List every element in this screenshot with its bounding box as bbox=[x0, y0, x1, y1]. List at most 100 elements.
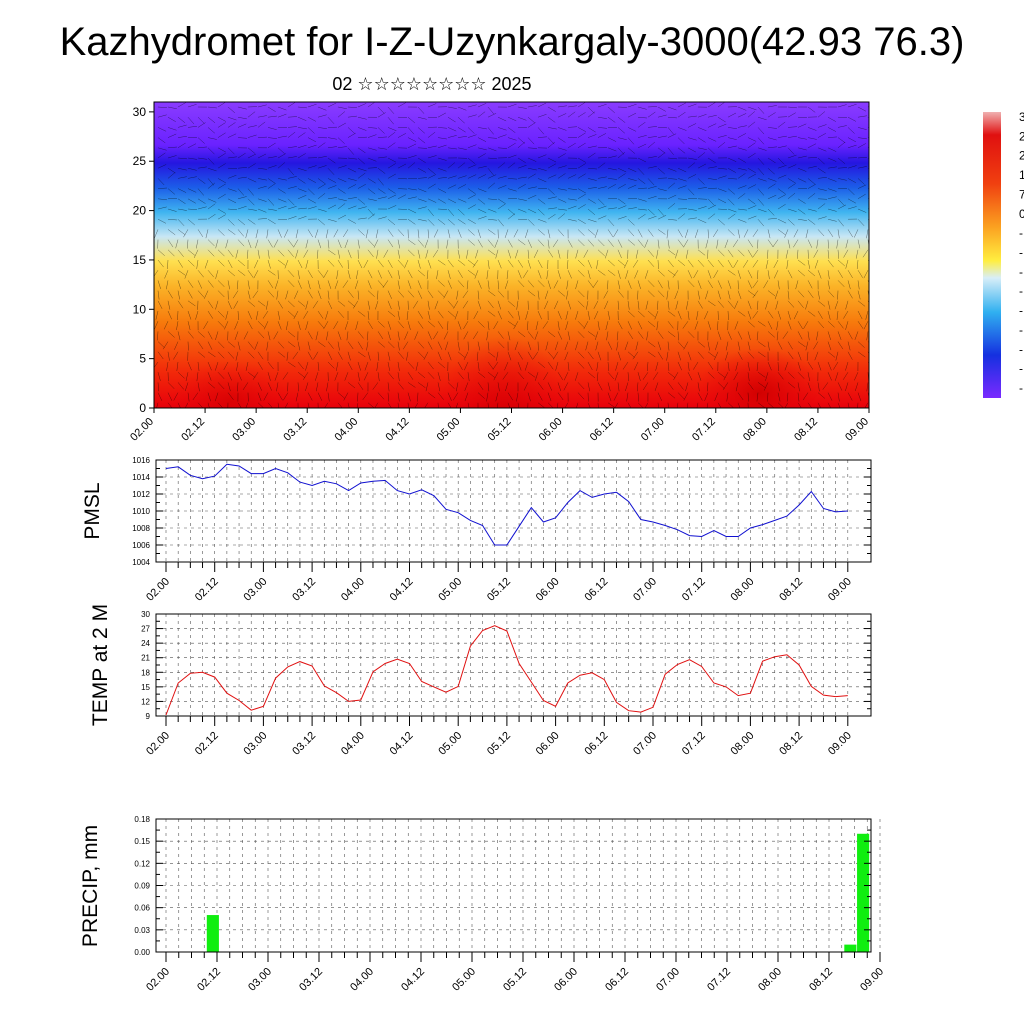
x-tick-label: 02.00 bbox=[128, 416, 156, 444]
precip-bars bbox=[206, 833, 870, 952]
temp-y-label: TEMP at 2 M bbox=[89, 604, 112, 726]
x-tick-label: 04.00 bbox=[332, 416, 360, 444]
cross-section-panel: 0 5 10 15 20 25 30 02.00 02.12 03.00 03.12 04.00 04… bbox=[128, 101, 871, 444]
chart-subtitle: 02 ☆☆☆☆☆☆☆☆ 2025 bbox=[332, 74, 532, 94]
x-tick-label: 05.12 bbox=[485, 576, 513, 604]
pmsl-line bbox=[165, 463, 848, 546]
x-tick-label: 06.00 bbox=[552, 966, 580, 994]
precip-bar bbox=[857, 833, 870, 952]
pmsl-panel: 1016 1014 1012 1010 1008 1006 1004 02.00 02.12 03… bbox=[81, 456, 872, 604]
colorbar-tick-label: - bbox=[1019, 323, 1023, 337]
x-tick-label: 08.00 bbox=[729, 576, 757, 604]
heatmap-x-axis: 02.00 02.12 03.00 03.12 04.00 04.12 05.00 05.12… bbox=[128, 408, 871, 444]
colorbar-tick-label: - bbox=[1019, 246, 1023, 260]
colorbar-tick-label: - bbox=[1019, 342, 1023, 356]
x-tick-label: 04.12 bbox=[388, 730, 416, 758]
y-tick-label: 1014 bbox=[132, 473, 150, 482]
colorbar-tick-label: - bbox=[1019, 304, 1023, 318]
wind-barbs bbox=[154, 102, 869, 408]
x-tick-label: 09.00 bbox=[826, 576, 854, 604]
x-tick-label: 06.00 bbox=[537, 416, 565, 444]
y-tick-label: 1006 bbox=[132, 541, 150, 550]
y-tick-label: 15 bbox=[133, 253, 147, 267]
x-tick-label: 03.12 bbox=[297, 966, 325, 994]
y-tick-label: 9 bbox=[146, 712, 151, 721]
x-tick-label: 03.12 bbox=[281, 416, 309, 444]
x-tick-label: 08.12 bbox=[807, 966, 835, 994]
x-tick-label: 08.00 bbox=[756, 966, 784, 994]
colorbar-tick-label: 3 bbox=[1019, 110, 1024, 124]
x-tick-label: 08.00 bbox=[729, 730, 757, 758]
x-tick-label: 02.12 bbox=[193, 730, 221, 758]
x-tick-label: 05.12 bbox=[485, 730, 513, 758]
x-tick-label: 02.00 bbox=[144, 966, 172, 994]
x-tick-label: 05.00 bbox=[435, 416, 463, 444]
x-tick-label: 03.00 bbox=[246, 966, 274, 994]
y-tick-label: 0.00 bbox=[134, 948, 150, 957]
x-tick-label: 09.00 bbox=[843, 416, 871, 444]
x-tick-label: 07.00 bbox=[631, 730, 659, 758]
colorbar-tick-label: 0 bbox=[1019, 207, 1024, 221]
precip-y-label: PRECIP, mm bbox=[79, 825, 102, 947]
y-tick-label: 1008 bbox=[132, 524, 150, 533]
y-tick-label: 30 bbox=[141, 610, 150, 619]
x-tick-label: 08.00 bbox=[741, 416, 769, 444]
y-tick-label: 0.06 bbox=[134, 904, 150, 913]
x-tick-label: 04.00 bbox=[348, 966, 376, 994]
x-tick-label: 02.00 bbox=[144, 730, 172, 758]
x-tick-label: 02.12 bbox=[193, 576, 221, 604]
y-tick-label: 30 bbox=[133, 105, 147, 119]
precip-bar bbox=[206, 915, 219, 952]
precip-bar bbox=[844, 944, 857, 952]
colorbar-scale bbox=[983, 112, 1001, 398]
x-tick-label: 07.00 bbox=[631, 576, 659, 604]
colorbar-tick-label: - bbox=[1019, 226, 1023, 240]
y-tick-label: 12 bbox=[141, 697, 150, 706]
y-tick-label: 0.18 bbox=[134, 815, 150, 824]
x-tick-label: 02.12 bbox=[179, 416, 207, 444]
y-tick-label: 21 bbox=[141, 654, 150, 663]
x-tick-label: 05.00 bbox=[436, 576, 464, 604]
x-tick-label: 07.00 bbox=[639, 416, 667, 444]
x-tick-label: 06.12 bbox=[582, 576, 610, 604]
x-tick-label: 04.12 bbox=[384, 416, 412, 444]
y-tick-label: 0.03 bbox=[134, 926, 150, 935]
x-tick-label: 05.00 bbox=[436, 730, 464, 758]
chart-title: Kazhydromet for I-Z-Uzynkargaly-3000(42.… bbox=[59, 20, 965, 64]
x-tick-label: 07.12 bbox=[680, 576, 708, 604]
heatmap-y-axis: 0 5 10 15 20 25 30 bbox=[133, 105, 154, 415]
y-tick-label: 10 bbox=[133, 302, 147, 316]
x-tick-label: 07.12 bbox=[680, 730, 708, 758]
y-tick-label: 27 bbox=[141, 625, 150, 634]
x-tick-label: 09.00 bbox=[826, 730, 854, 758]
y-tick-label: 0.09 bbox=[134, 882, 150, 891]
hot-spot bbox=[435, 300, 575, 408]
x-tick-label: 04.00 bbox=[339, 576, 367, 604]
precip-panel: 0.18 0.15 0.12 0.09 0.06 0.03 0.00 02.00 02.12 03… bbox=[79, 815, 886, 994]
colorbar-tick-label: - bbox=[1019, 362, 1023, 376]
y-tick-label: 1004 bbox=[132, 558, 150, 567]
y-tick-label: 1012 bbox=[132, 490, 150, 499]
y-tick-label: 5 bbox=[139, 352, 146, 366]
y-tick-label: 1016 bbox=[132, 456, 150, 465]
x-tick-label: 03.12 bbox=[290, 576, 318, 604]
x-tick-label: 02.00 bbox=[144, 576, 172, 604]
x-tick-label: 06.12 bbox=[582, 730, 610, 758]
colorbar-ticks: 3 2 2 1 7 0 - - - - - - - - - bbox=[1019, 110, 1024, 395]
hot-spot bbox=[695, 330, 825, 408]
y-tick-label: 0.12 bbox=[134, 859, 150, 868]
y-tick-label: 0.15 bbox=[134, 837, 150, 846]
y-tick-label: 1010 bbox=[132, 507, 150, 516]
colorbar-tick-label: 2 bbox=[1019, 149, 1024, 163]
x-tick-label: 06.00 bbox=[534, 576, 562, 604]
colorbar-tick-label: 7 bbox=[1019, 187, 1024, 201]
x-tick-label: 02.12 bbox=[195, 966, 223, 994]
colorbar: 3 2 2 1 7 0 - - - - - - - - - bbox=[983, 110, 1024, 398]
x-tick-label: 06.12 bbox=[603, 966, 631, 994]
x-tick-label: 06.12 bbox=[588, 416, 616, 444]
x-tick-label: 08.12 bbox=[777, 730, 805, 758]
x-tick-label: 05.12 bbox=[501, 966, 529, 994]
y-tick-label: 24 bbox=[141, 639, 150, 648]
y-tick-label: 0 bbox=[139, 401, 146, 415]
